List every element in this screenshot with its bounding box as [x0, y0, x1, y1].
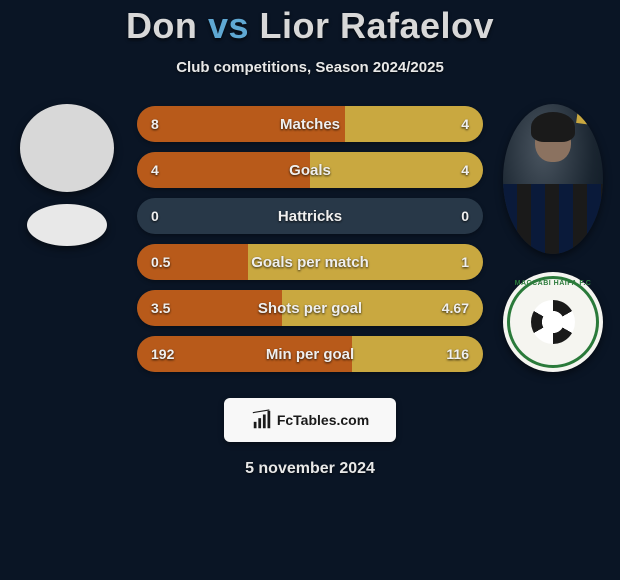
stat-row: 0.5Goals per match1	[137, 244, 483, 280]
player1-club-badge	[27, 204, 107, 246]
stat-row: 3.5Shots per goal4.67	[137, 290, 483, 326]
stat-value-right: 4	[461, 116, 483, 132]
footer-date: 5 november 2024	[0, 460, 620, 478]
stat-row: 8Matches4	[137, 106, 483, 142]
page-title: Don vs Lior Rafaelov	[0, 5, 620, 47]
stat-label: Matches	[137, 116, 483, 133]
stat-label: Goals per match	[137, 254, 483, 271]
player2-tag: Tier	[576, 108, 603, 127]
stats-table: 8Matches44Goals40Hattricks00.5Goals per …	[137, 106, 483, 372]
left-column	[15, 104, 119, 246]
stat-value-right: 0	[461, 208, 483, 224]
right-column: Tier MACCABI HAIFA F.C	[501, 104, 605, 372]
player2-avatar: Tier	[503, 104, 603, 254]
title-player1: Don	[126, 5, 197, 46]
stat-label: Goals	[137, 162, 483, 179]
stat-row: 192Min per goal116	[137, 336, 483, 372]
subtitle: Club competitions, Season 2024/2025	[0, 59, 620, 76]
main-row: 8Matches44Goals40Hattricks00.5Goals per …	[0, 104, 620, 372]
title-vs: vs	[208, 5, 249, 46]
stat-label: Shots per goal	[137, 300, 483, 317]
badge-text: MACCABI HAIFA F.C	[503, 280, 603, 287]
title-player2: Lior Rafaelov	[260, 5, 495, 46]
stat-value-right: 1	[461, 254, 483, 270]
stat-row: 4Goals4	[137, 152, 483, 188]
stat-value-right: 116	[446, 346, 483, 362]
brand-text: FcTables.com	[277, 412, 369, 428]
bar-chart-icon	[251, 409, 273, 431]
stat-row: 0Hattricks0	[137, 198, 483, 234]
stat-label: Hattricks	[137, 208, 483, 225]
player2-jersey	[503, 184, 603, 254]
stat-value-right: 4.67	[442, 300, 483, 316]
stat-label: Min per goal	[137, 346, 483, 363]
player2-club-badge: MACCABI HAIFA F.C	[503, 272, 603, 372]
comparison-widget: Don vs Lior Rafaelov Club competitions, …	[0, 0, 620, 478]
soccer-ball-icon	[531, 300, 575, 344]
brand-badge[interactable]: FcTables.com	[224, 398, 396, 442]
stat-value-right: 4	[461, 162, 483, 178]
player1-avatar	[20, 104, 114, 192]
